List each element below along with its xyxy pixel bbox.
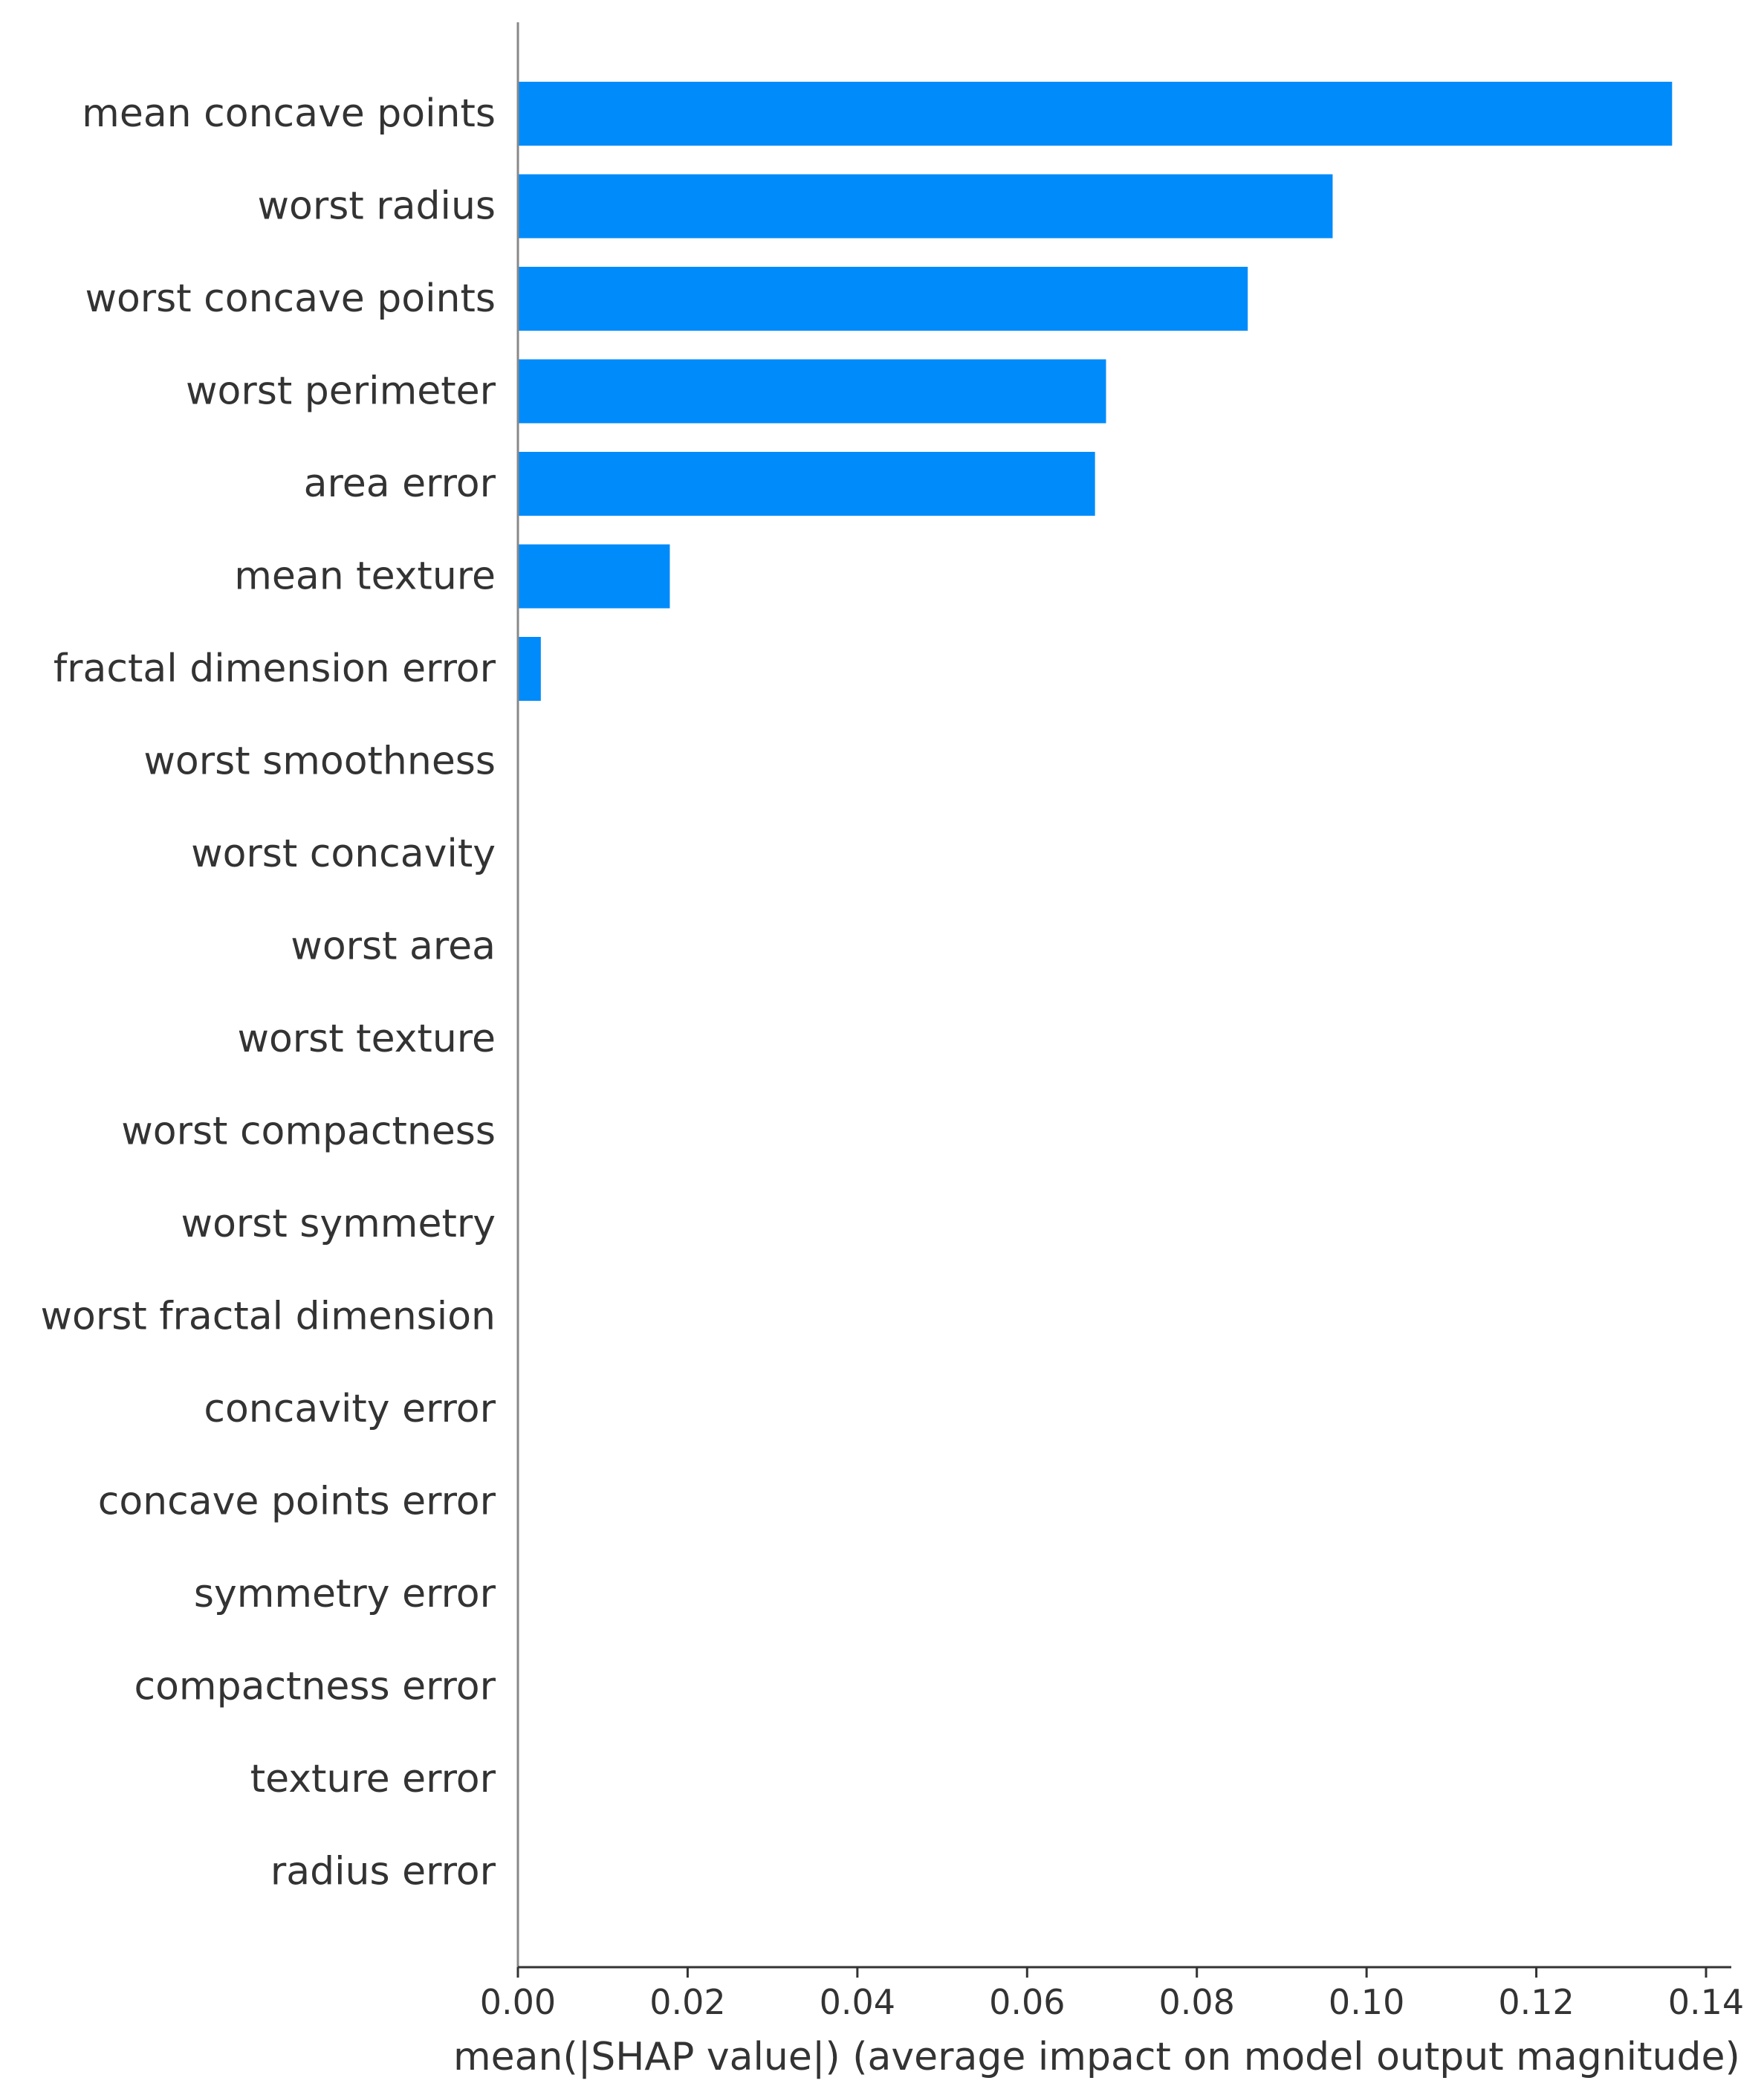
- category-label-worst-compactness: worst compactness: [121, 1110, 496, 1154]
- bars-group: [518, 82, 1673, 701]
- bar-fractal-dimension-error: [518, 637, 541, 701]
- x-tick-label: 0.04: [820, 1982, 895, 2022]
- x-tick-label: 0.14: [1668, 1982, 1744, 2022]
- category-label-worst-radius: worst radius: [258, 184, 496, 229]
- category-label-texture-error: texture error: [250, 1757, 496, 1801]
- x-ticks: 0.00 0.02 0.04 0.06 0.08 0.10 0.12 0.14: [480, 1967, 1744, 2022]
- x-tick-label: 0.06: [989, 1982, 1065, 2022]
- bar-mean-concave-points: [518, 82, 1673, 146]
- x-axis-label: mean(|SHAP value|) (average impact on mo…: [453, 2035, 1740, 2079]
- category-label-worst-area: worst area: [291, 925, 496, 969]
- category-label-radius-error: radius error: [270, 1850, 496, 1894]
- category-label-worst-texture: worst texture: [237, 1017, 496, 1061]
- x-tick-label: 0.02: [649, 1982, 725, 2022]
- category-label-area-error: area error: [304, 462, 496, 506]
- bar-worst-concave-points: [518, 267, 1248, 331]
- category-label-mean-concave-points: mean concave points: [82, 91, 496, 136]
- category-label-compactness-error: compactness error: [134, 1665, 496, 1709]
- category-label-mean-texture: mean texture: [234, 554, 496, 599]
- x-tick-label: 0.12: [1498, 1982, 1574, 2022]
- category-label-worst-perimeter: worst perimeter: [186, 369, 496, 414]
- category-label-concavity-error: concavity error: [204, 1387, 496, 1431]
- category-label-worst-fractal-dimension: worst fractal dimension: [41, 1295, 496, 1339]
- x-tick-label: 0.00: [480, 1982, 556, 2022]
- category-label-worst-concavity: worst concavity: [191, 832, 496, 876]
- x-tick-label: 0.08: [1159, 1982, 1235, 2022]
- category-label-worst-smoothness: worst smoothness: [143, 739, 496, 784]
- x-tick-label: 0.10: [1329, 1982, 1404, 2022]
- category-label-fractal-dimension-error: fractal dimension error: [53, 647, 496, 691]
- category-labels: mean concave points worst radius worst con…: [41, 91, 496, 1894]
- category-label-concave-points-error: concave points error: [98, 1480, 496, 1524]
- category-label-worst-symmetry: worst symmetry: [181, 1202, 496, 1246]
- bar-mean-texture: [518, 544, 670, 609]
- category-label-symmetry-error: symmetry error: [194, 1572, 496, 1616]
- bar-worst-radius: [518, 174, 1333, 239]
- bar-worst-perimeter: [518, 359, 1106, 424]
- bar-area-error: [518, 452, 1095, 516]
- category-label-worst-concave-points: worst concave points: [85, 276, 496, 321]
